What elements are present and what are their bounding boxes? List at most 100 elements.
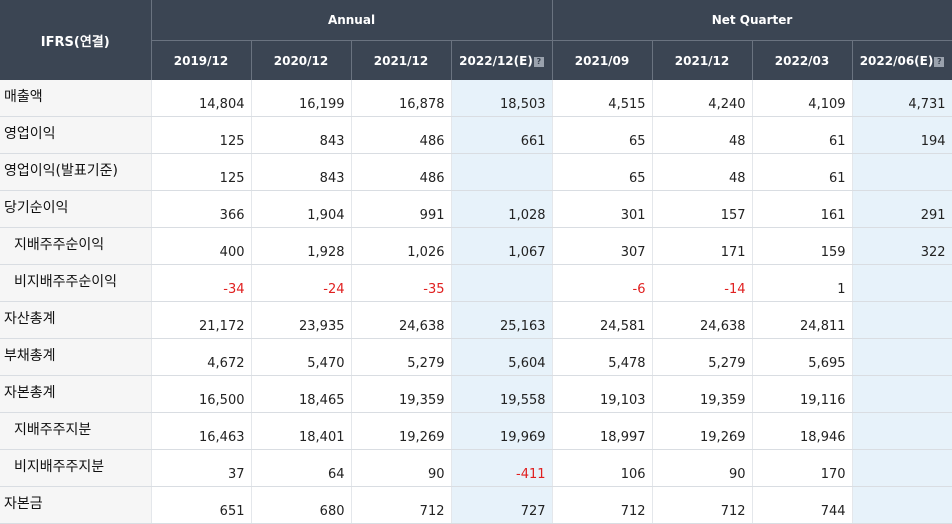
cell-value: 23,935: [299, 318, 345, 334]
value-cell: 106: [552, 449, 653, 487]
cell-value: 48: [728, 133, 746, 149]
table-row: 자본총계 16,500 18,465 19,359 19,558 19,103 19,359…: [0, 375, 952, 413]
cell-value: -35: [423, 281, 445, 297]
cell-value: 18,503: [500, 96, 546, 112]
value-cell: 16,500: [151, 375, 252, 413]
cell-value: 24,638: [700, 318, 746, 334]
cell-value: 61: [828, 133, 846, 149]
value-cell: 991: [351, 190, 452, 228]
value-cell: 24,638: [652, 301, 753, 339]
cell-value: 712: [620, 503, 646, 519]
cell-value: 727: [520, 503, 546, 519]
cell-value: 194: [920, 133, 946, 149]
value-cell: 1,904: [251, 190, 352, 228]
period-label: 2021/12: [674, 53, 730, 68]
row-label: 영업이익(발표기준): [0, 153, 152, 191]
cell-value: 61: [828, 170, 846, 186]
value-cell: 19,116: [752, 375, 853, 413]
value-cell: 23,935: [251, 301, 352, 339]
value-cell: 5,470: [251, 338, 352, 376]
value-cell: 19,558: [451, 375, 553, 413]
value-cell: 4,109: [752, 80, 853, 117]
value-cell: 712: [652, 486, 753, 524]
value-cell: 4,731: [852, 80, 952, 117]
value-cell: 19,269: [351, 412, 452, 450]
row-header-ifrs: IFRS(연결): [0, 0, 152, 80]
value-cell: 712: [351, 486, 452, 524]
cell-value: 400: [219, 244, 245, 260]
cell-value: -24: [323, 281, 345, 297]
value-cell: 5,695: [752, 338, 853, 376]
value-cell: 712: [552, 486, 653, 524]
period-header: 2019/12: [151, 40, 252, 80]
cell-value: 843: [319, 133, 345, 149]
value-cell: 16,463: [151, 412, 252, 450]
row-label: 비지배주주순이익: [0, 264, 152, 302]
value-cell: 486: [351, 116, 452, 154]
value-cell: 5,604: [451, 338, 553, 376]
cell-value: 5,695: [808, 355, 846, 371]
cell-value: 19,969: [500, 429, 546, 445]
value-cell: 25,163: [451, 301, 553, 339]
cell-value: -14: [724, 281, 746, 297]
cell-value: 171: [720, 244, 746, 260]
value-cell: 727: [451, 486, 553, 524]
cell-value: 65: [628, 133, 646, 149]
table-row: 매출액 14,804 16,199 16,878 18,503 4,515 4,240 4,1…: [0, 80, 952, 117]
cell-value: 14,804: [199, 96, 245, 112]
value-cell: -14: [652, 264, 753, 302]
cell-value: 90: [728, 466, 746, 482]
period-label: 2021/12: [373, 53, 429, 68]
cell-value: 5,279: [708, 355, 746, 371]
value-cell: [852, 301, 952, 339]
value-cell: 1: [752, 264, 853, 302]
cell-value: 1,928: [307, 244, 345, 260]
cell-value: 24,581: [600, 318, 646, 334]
cell-value: 125: [219, 133, 245, 149]
value-cell: 24,811: [752, 301, 853, 339]
value-cell: -34: [151, 264, 252, 302]
table-row: 부채총계 4,672 5,470 5,279 5,604 5,478 5,279 5,695: [0, 338, 952, 376]
value-cell: [852, 486, 952, 524]
period-label: 2022/03: [774, 53, 830, 68]
table-row: 지배주주순이익 400 1,928 1,026 1,067 307 171 159 322: [0, 227, 952, 265]
value-cell: [451, 153, 553, 191]
cell-value: 991: [419, 207, 445, 223]
period-header: 2022/03: [752, 40, 853, 80]
cell-value: 301: [620, 207, 646, 223]
value-cell: 301: [552, 190, 653, 228]
value-cell: [852, 375, 952, 413]
cell-value: 651: [219, 503, 245, 519]
cell-value: 90: [427, 466, 445, 482]
estimate-help-icon[interactable]: ?: [934, 56, 945, 67]
cell-value: 16,199: [299, 96, 345, 112]
cell-value: 843: [319, 170, 345, 186]
value-cell: 64: [251, 449, 352, 487]
cell-value: 16,878: [399, 96, 445, 112]
period-header: 2021/12: [351, 40, 452, 80]
value-cell: 651: [151, 486, 252, 524]
cell-value: 18,946: [800, 429, 846, 445]
value-cell: 1,067: [451, 227, 553, 265]
cell-value: -411: [516, 466, 546, 482]
row-label: 당기순이익: [0, 190, 152, 228]
cell-value: -6: [632, 281, 646, 297]
estimate-help-icon[interactable]: ?: [533, 56, 544, 67]
value-cell: 4,672: [151, 338, 252, 376]
value-cell: 1,028: [451, 190, 553, 228]
table-row: 자본금 651 680 712 727 712 712 744: [0, 486, 952, 524]
cell-value: -34: [223, 281, 245, 297]
cell-value: 19,359: [399, 392, 445, 408]
period-header: 2020/12: [251, 40, 352, 80]
cell-value: 65: [628, 170, 646, 186]
cell-value: 170: [820, 466, 846, 482]
cell-value: 159: [820, 244, 846, 260]
value-cell: 680: [251, 486, 352, 524]
value-cell: [852, 412, 952, 450]
value-cell: 18,946: [752, 412, 853, 450]
value-cell: 19,103: [552, 375, 653, 413]
value-cell: 843: [251, 116, 352, 154]
value-cell: 16,199: [251, 80, 352, 117]
cell-value: 1: [837, 281, 846, 297]
